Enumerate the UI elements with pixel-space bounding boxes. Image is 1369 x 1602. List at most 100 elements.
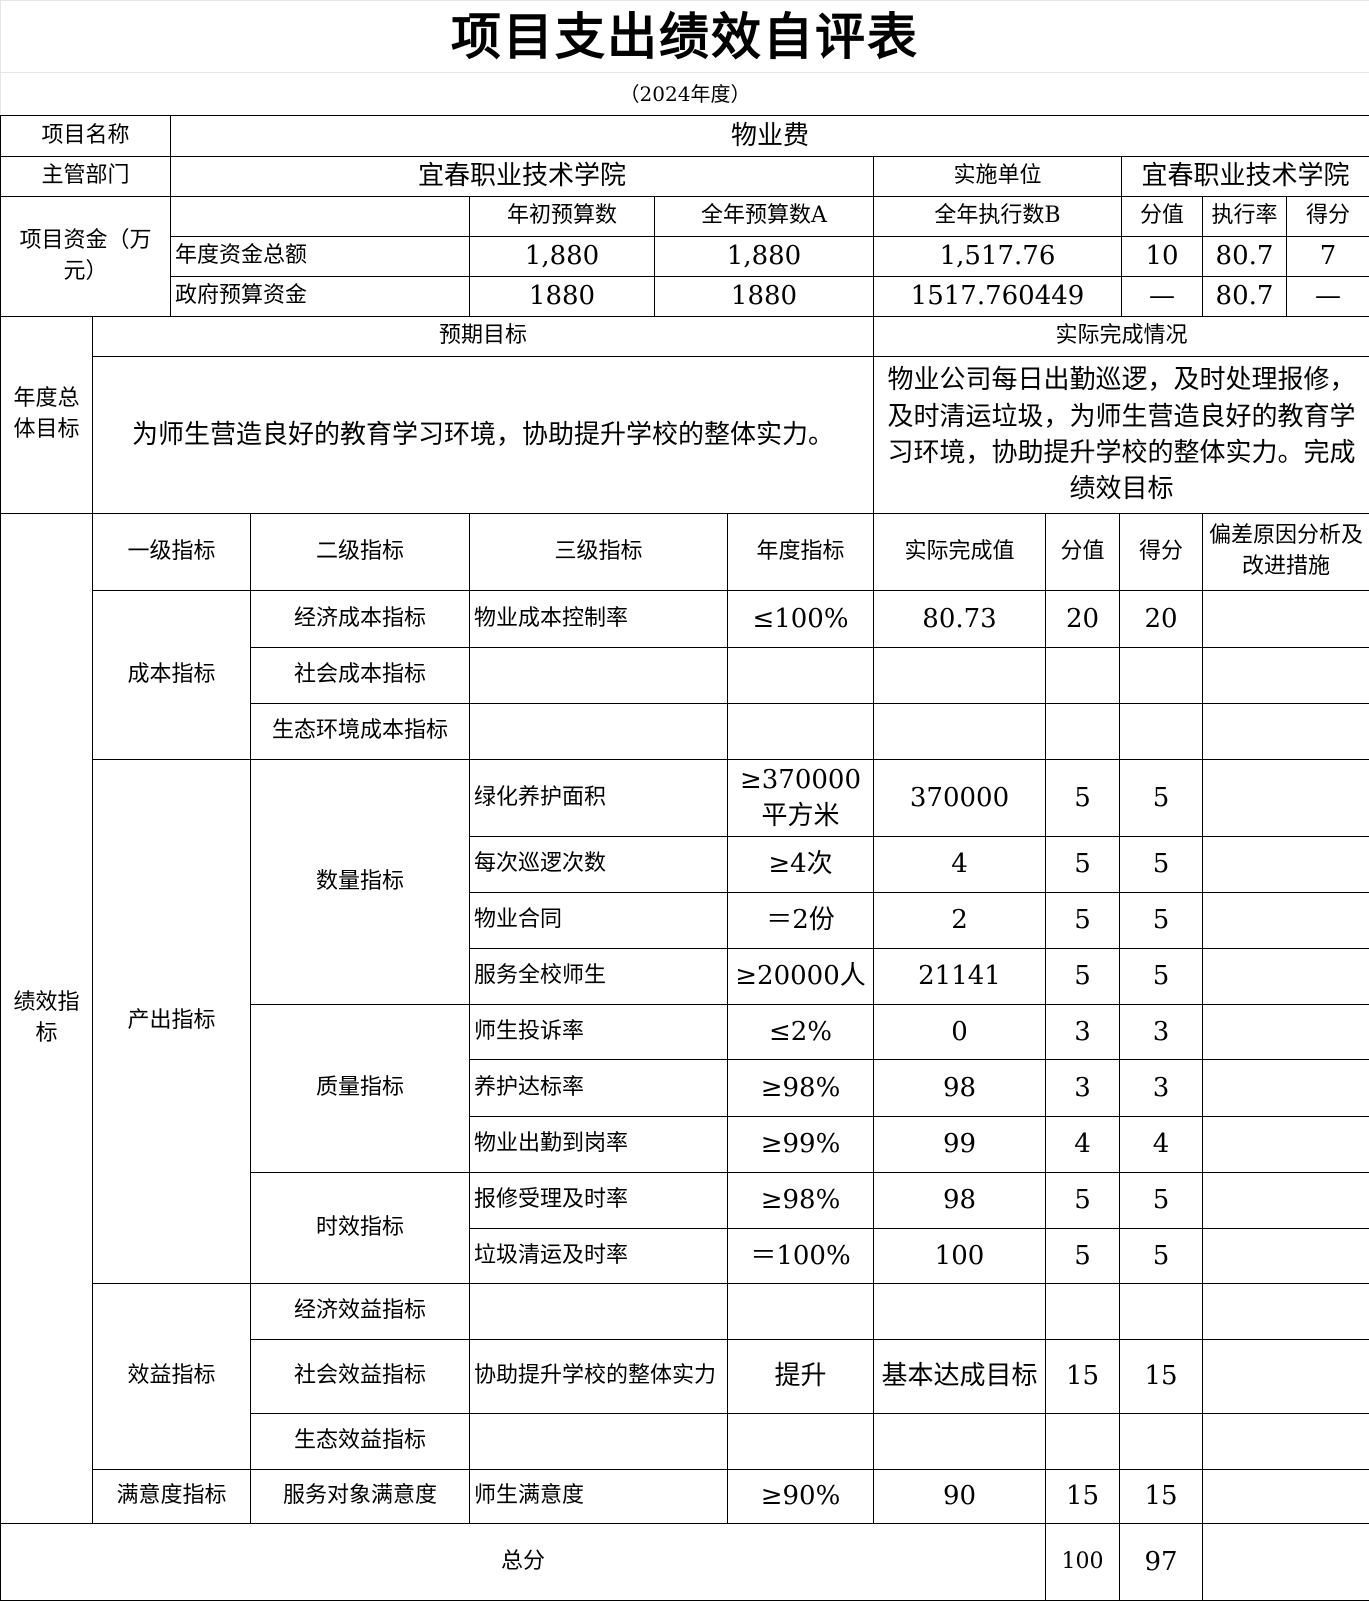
indicator-cell-name: [469, 703, 728, 760]
funds-row-label: 年度资金总额: [170, 236, 470, 277]
indicator-cell-note: [1202, 703, 1369, 760]
indicator-cell-note: [1202, 647, 1369, 704]
total-label: 总分: [0, 1523, 1046, 1601]
indicator-cell-target: [727, 1283, 874, 1340]
funds-cell: 7: [1286, 236, 1369, 277]
actual-completion-text: 物业公司每日出勤巡逻，及时处理报修，及时清运垃圾，为师生营造良好的教育学习环境，…: [873, 356, 1369, 514]
indicator-cell-value: 5: [1045, 1228, 1120, 1284]
indicator-cell-value: 20: [1045, 590, 1120, 648]
funds-cell: 1,880: [469, 236, 655, 277]
indicator-cell-score: [1119, 1413, 1203, 1470]
level1-indicator: 成本指标: [92, 590, 251, 760]
indicator-cell-value: 5: [1045, 1172, 1120, 1229]
funds-cell: —: [1121, 276, 1203, 317]
indicator-cell-note: [1202, 1339, 1369, 1414]
funds-cell: 80.7: [1202, 236, 1287, 277]
indicator-cell-score: 5: [1119, 1228, 1203, 1284]
total-value: 100: [1045, 1523, 1120, 1601]
funds-label: 项目资金（万元）: [0, 196, 171, 317]
indicator-cell-value: 5: [1045, 948, 1120, 1005]
indicator-cell-value: 5: [1045, 759, 1120, 837]
indicator-cell-name: [469, 1413, 728, 1470]
indicator-cell-note: [1202, 1059, 1369, 1117]
indicator-cell-name: 报修受理及时率: [469, 1172, 728, 1229]
level2-indicator: 生态效益指标: [250, 1413, 470, 1470]
indicator-cell-target: ≥90%: [727, 1469, 874, 1524]
level1-indicator: 满意度指标: [92, 1469, 251, 1524]
indicator-cell-target: ≤100%: [727, 590, 874, 648]
level2-indicator: 社会效益指标: [250, 1339, 470, 1414]
funds-cell: 1880: [654, 276, 874, 317]
indicator-cell-value: 3: [1045, 1059, 1120, 1117]
funds-cell: 10: [1121, 236, 1203, 277]
performance-indicators-label: 绩效指标: [0, 513, 93, 1524]
indicator-cell-value: [1045, 703, 1120, 760]
level1-indicator: 效益指标: [92, 1283, 251, 1470]
year-subtitle: （2024年度）: [0, 72, 1369, 116]
funds-header: 全年预算数A: [654, 196, 874, 237]
indicator-cell-actual: [873, 647, 1046, 704]
funds-row-label: 政府预算资金: [170, 276, 470, 317]
indicator-header: 三级指标: [469, 513, 728, 591]
indicator-cell-name: 物业合同: [469, 892, 728, 949]
indicator-cell-name: 物业成本控制率: [469, 590, 728, 648]
total-score: 97: [1119, 1523, 1203, 1601]
indicator-cell-target: ≥98%: [727, 1172, 874, 1229]
funds-cell: 1880: [469, 276, 655, 317]
indicator-cell-score: 3: [1119, 1059, 1203, 1117]
indicator-cell-note: [1202, 1228, 1369, 1284]
indicator-cell-actual: 基本达成目标: [873, 1339, 1046, 1414]
indicator-cell-target: ≤2%: [727, 1004, 874, 1060]
funds-cell: 80.7: [1202, 276, 1287, 317]
indicator-cell-value: 5: [1045, 836, 1120, 893]
indicator-cell-name: [469, 647, 728, 704]
total-note: [1202, 1523, 1369, 1601]
indicator-cell-score: 4: [1119, 1116, 1203, 1173]
indicator-cell-score: 5: [1119, 948, 1203, 1005]
indicator-cell-name: 每次巡逻次数: [469, 836, 728, 893]
project-name-value: 物业费: [170, 115, 1369, 157]
indicator-cell-target: 提升: [727, 1339, 874, 1414]
indicator-cell-actual: 370000: [873, 759, 1046, 837]
implementing-unit-label: 实施单位: [873, 156, 1122, 197]
funds-cell: 1,517.76: [873, 236, 1122, 277]
indicator-cell-score: 5: [1119, 1172, 1203, 1229]
indicator-cell-note: [1202, 948, 1369, 1005]
indicator-cell-actual: 4: [873, 836, 1046, 893]
implementing-unit-value: 宜春职业技术学院: [1121, 156, 1369, 197]
indicator-cell-target: ≥99%: [727, 1116, 874, 1173]
funds-header: 执行率: [1202, 196, 1287, 237]
indicator-cell-score: [1119, 647, 1203, 704]
indicator-cell-target: [727, 647, 874, 704]
indicator-cell-value: [1045, 1283, 1120, 1340]
indicator-cell-score: 3: [1119, 1004, 1203, 1060]
indicator-cell-actual: 99: [873, 1116, 1046, 1173]
indicator-cell-actual: [873, 1283, 1046, 1340]
indicator-cell-name: 师生投诉率: [469, 1004, 728, 1060]
level2-indicator: 质量指标: [250, 1004, 470, 1173]
funds-header: 全年执行数B: [873, 196, 1122, 237]
indicator-cell-actual: 21141: [873, 948, 1046, 1005]
department-value: 宜春职业技术学院: [170, 156, 874, 197]
indicator-cell-score: 20: [1119, 590, 1203, 648]
level1-indicator: 产出指标: [92, 759, 251, 1284]
funds-cell: 1,880: [654, 236, 874, 277]
indicator-cell-name: 养护达标率: [469, 1059, 728, 1117]
funds-header-blank: [170, 196, 470, 237]
level2-indicator: 时效指标: [250, 1172, 470, 1284]
funds-header: 年初预算数: [469, 196, 655, 237]
indicator-cell-note: [1202, 1283, 1369, 1340]
indicator-header: 分值: [1045, 513, 1120, 591]
indicator-cell-note: [1202, 1172, 1369, 1229]
indicator-cell-actual: [873, 1413, 1046, 1470]
indicator-header: 得分: [1119, 513, 1203, 591]
indicator-cell-name: 师生满意度: [469, 1469, 728, 1524]
indicator-cell-name: 协助提升学校的整体实力: [469, 1339, 728, 1414]
indicator-cell-score: [1119, 1283, 1203, 1340]
indicator-cell-note: [1202, 1116, 1369, 1173]
indicator-cell-actual: 0: [873, 1004, 1046, 1060]
indicator-cell-target: ≥20000人: [727, 948, 874, 1005]
indicator-cell-value: 15: [1045, 1469, 1120, 1524]
funds-header: 得分: [1286, 196, 1369, 237]
indicator-cell-name: 物业出勤到岗率: [469, 1116, 728, 1173]
